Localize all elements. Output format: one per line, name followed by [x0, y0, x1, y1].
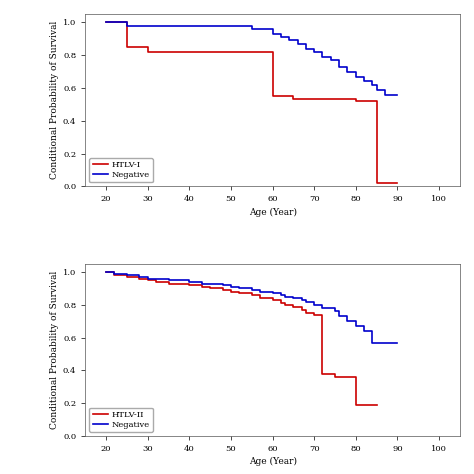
- X-axis label: Age (Year): Age (Year): [248, 208, 297, 217]
- Line: Negative: Negative: [106, 272, 397, 343]
- Negative: [303, 41, 309, 46]
- Negative: [278, 34, 284, 40]
- HTLV-II: [291, 304, 296, 310]
- HTLV-II: [166, 279, 172, 285]
- Negative: [382, 92, 388, 98]
- X-axis label: Age (Year): Age (Year): [248, 457, 297, 466]
- Negative: [319, 49, 325, 55]
- Negative: [361, 328, 367, 334]
- Negative: [186, 277, 192, 283]
- Negative: [186, 279, 192, 285]
- Negative: [328, 57, 334, 63]
- Negative: [145, 23, 151, 28]
- Negative: [353, 73, 359, 79]
- Negative: [103, 19, 109, 25]
- Negative: [361, 73, 367, 79]
- HTLV-I: [291, 97, 296, 102]
- Negative: [270, 31, 275, 37]
- Negative: [103, 269, 109, 275]
- Negative: [270, 26, 275, 32]
- Negative: [303, 46, 309, 52]
- Negative: [336, 313, 342, 319]
- Negative: [336, 64, 342, 70]
- HTLV-I: [374, 98, 379, 104]
- HTLV-I: [270, 49, 275, 55]
- HTLV-I: [374, 180, 379, 186]
- Negative: [370, 340, 375, 346]
- Negative: [286, 34, 292, 40]
- Line: HTLV-I: HTLV-I: [106, 22, 397, 183]
- Negative: [311, 49, 317, 55]
- HTLV-I: [145, 49, 151, 55]
- Negative: [278, 31, 284, 37]
- HTLV-I: [311, 97, 317, 102]
- Negative: [124, 23, 130, 28]
- Negative: [394, 92, 400, 98]
- HTLV-I: [332, 97, 338, 102]
- HTLV-II: [103, 269, 109, 275]
- HTLV-I: [249, 49, 255, 55]
- Negative: [370, 79, 375, 84]
- HTLV-II: [199, 283, 205, 288]
- HTLV-II: [353, 402, 359, 408]
- Negative: [345, 69, 350, 74]
- Negative: [295, 37, 301, 43]
- HTLV-II: [374, 402, 379, 408]
- HTLV-I: [145, 44, 151, 50]
- HTLV-II: [282, 301, 288, 306]
- Line: Negative: Negative: [106, 22, 397, 95]
- Y-axis label: Conditional Probability of Survival: Conditional Probability of Survival: [50, 21, 59, 180]
- Line: HTLV-II: HTLV-II: [106, 272, 376, 405]
- Negative: [328, 54, 334, 60]
- HTLV-I: [394, 180, 400, 186]
- Negative: [382, 87, 388, 92]
- Negative: [374, 82, 379, 88]
- HTLV-I: [124, 19, 130, 25]
- Negative: [103, 19, 109, 25]
- HTLV-II: [199, 284, 205, 290]
- Y-axis label: Conditional Probability of Survival: Conditional Probability of Survival: [50, 271, 59, 429]
- Negative: [311, 302, 317, 308]
- Negative: [361, 79, 367, 84]
- Negative: [374, 87, 379, 92]
- HTLV-I: [353, 97, 359, 102]
- Negative: [311, 46, 317, 52]
- HTLV-I: [270, 93, 275, 99]
- HTLV-I: [249, 49, 255, 55]
- Negative: [394, 340, 400, 346]
- Negative: [336, 57, 342, 63]
- Negative: [353, 69, 359, 74]
- Negative: [345, 64, 350, 70]
- HTLV-I: [353, 98, 359, 104]
- Legend: HTLV-I, Negative: HTLV-I, Negative: [90, 158, 153, 182]
- Legend: HTLV-II, Negative: HTLV-II, Negative: [90, 408, 153, 432]
- Negative: [249, 26, 255, 32]
- Negative: [295, 41, 301, 46]
- Negative: [370, 82, 375, 88]
- HTLV-I: [124, 44, 130, 50]
- HTLV-II: [374, 402, 379, 408]
- Negative: [286, 37, 292, 43]
- HTLV-I: [103, 19, 109, 25]
- Negative: [124, 19, 130, 25]
- Negative: [299, 297, 304, 303]
- Negative: [319, 54, 325, 60]
- HTLV-I: [291, 93, 296, 99]
- Negative: [249, 23, 255, 28]
- HTLV-I: [311, 97, 317, 102]
